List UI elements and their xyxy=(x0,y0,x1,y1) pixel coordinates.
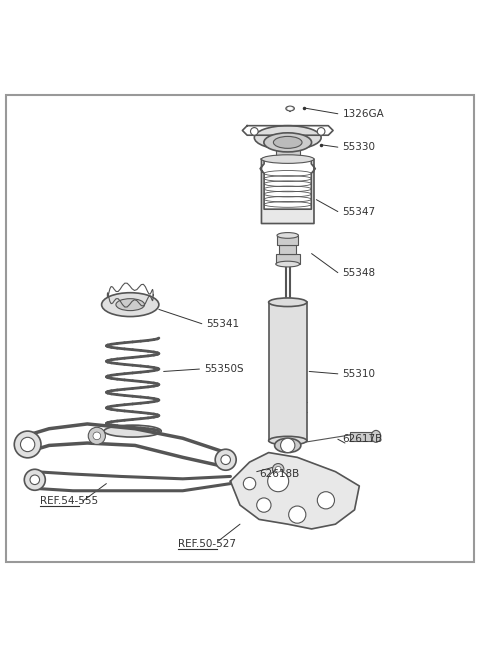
Ellipse shape xyxy=(264,133,312,152)
Bar xyxy=(350,432,376,441)
Circle shape xyxy=(276,466,281,472)
Ellipse shape xyxy=(274,137,302,148)
Bar xyxy=(276,143,300,159)
Text: 55348: 55348 xyxy=(343,267,376,278)
Circle shape xyxy=(21,438,35,451)
Ellipse shape xyxy=(269,436,307,445)
Text: REF.50-527: REF.50-527 xyxy=(178,539,236,549)
Circle shape xyxy=(281,438,295,453)
Bar xyxy=(269,302,307,441)
Ellipse shape xyxy=(286,106,294,111)
Ellipse shape xyxy=(276,261,300,267)
Ellipse shape xyxy=(116,299,144,311)
Circle shape xyxy=(30,475,39,485)
Text: 55310: 55310 xyxy=(343,369,376,379)
Text: 55341: 55341 xyxy=(206,319,240,328)
Bar xyxy=(277,237,298,245)
Circle shape xyxy=(93,432,101,440)
Text: 55350S: 55350S xyxy=(204,364,244,374)
Circle shape xyxy=(317,491,335,509)
Circle shape xyxy=(243,478,256,490)
Ellipse shape xyxy=(102,293,159,317)
Ellipse shape xyxy=(254,125,321,150)
Text: 62617B: 62617B xyxy=(343,434,383,444)
Circle shape xyxy=(257,498,271,512)
Ellipse shape xyxy=(371,430,381,442)
Circle shape xyxy=(215,449,236,470)
Text: 62618B: 62618B xyxy=(259,469,300,479)
Circle shape xyxy=(24,469,45,490)
Polygon shape xyxy=(260,159,315,223)
Circle shape xyxy=(288,506,306,523)
Circle shape xyxy=(268,470,288,491)
Bar xyxy=(279,245,296,254)
Circle shape xyxy=(251,127,258,135)
Circle shape xyxy=(273,464,284,475)
Ellipse shape xyxy=(277,233,299,238)
Text: 55347: 55347 xyxy=(343,206,376,217)
Ellipse shape xyxy=(269,298,307,307)
Text: 55330: 55330 xyxy=(343,142,376,152)
Ellipse shape xyxy=(275,438,301,453)
Ellipse shape xyxy=(104,425,161,437)
Circle shape xyxy=(88,427,106,445)
Circle shape xyxy=(14,431,41,458)
Text: 1326GA: 1326GA xyxy=(343,109,384,119)
Circle shape xyxy=(317,127,325,135)
Ellipse shape xyxy=(262,155,314,164)
Ellipse shape xyxy=(288,107,292,110)
Text: REF.54-555: REF.54-555 xyxy=(39,496,98,507)
Circle shape xyxy=(221,455,230,464)
Bar xyxy=(276,254,300,264)
Polygon shape xyxy=(230,453,360,529)
